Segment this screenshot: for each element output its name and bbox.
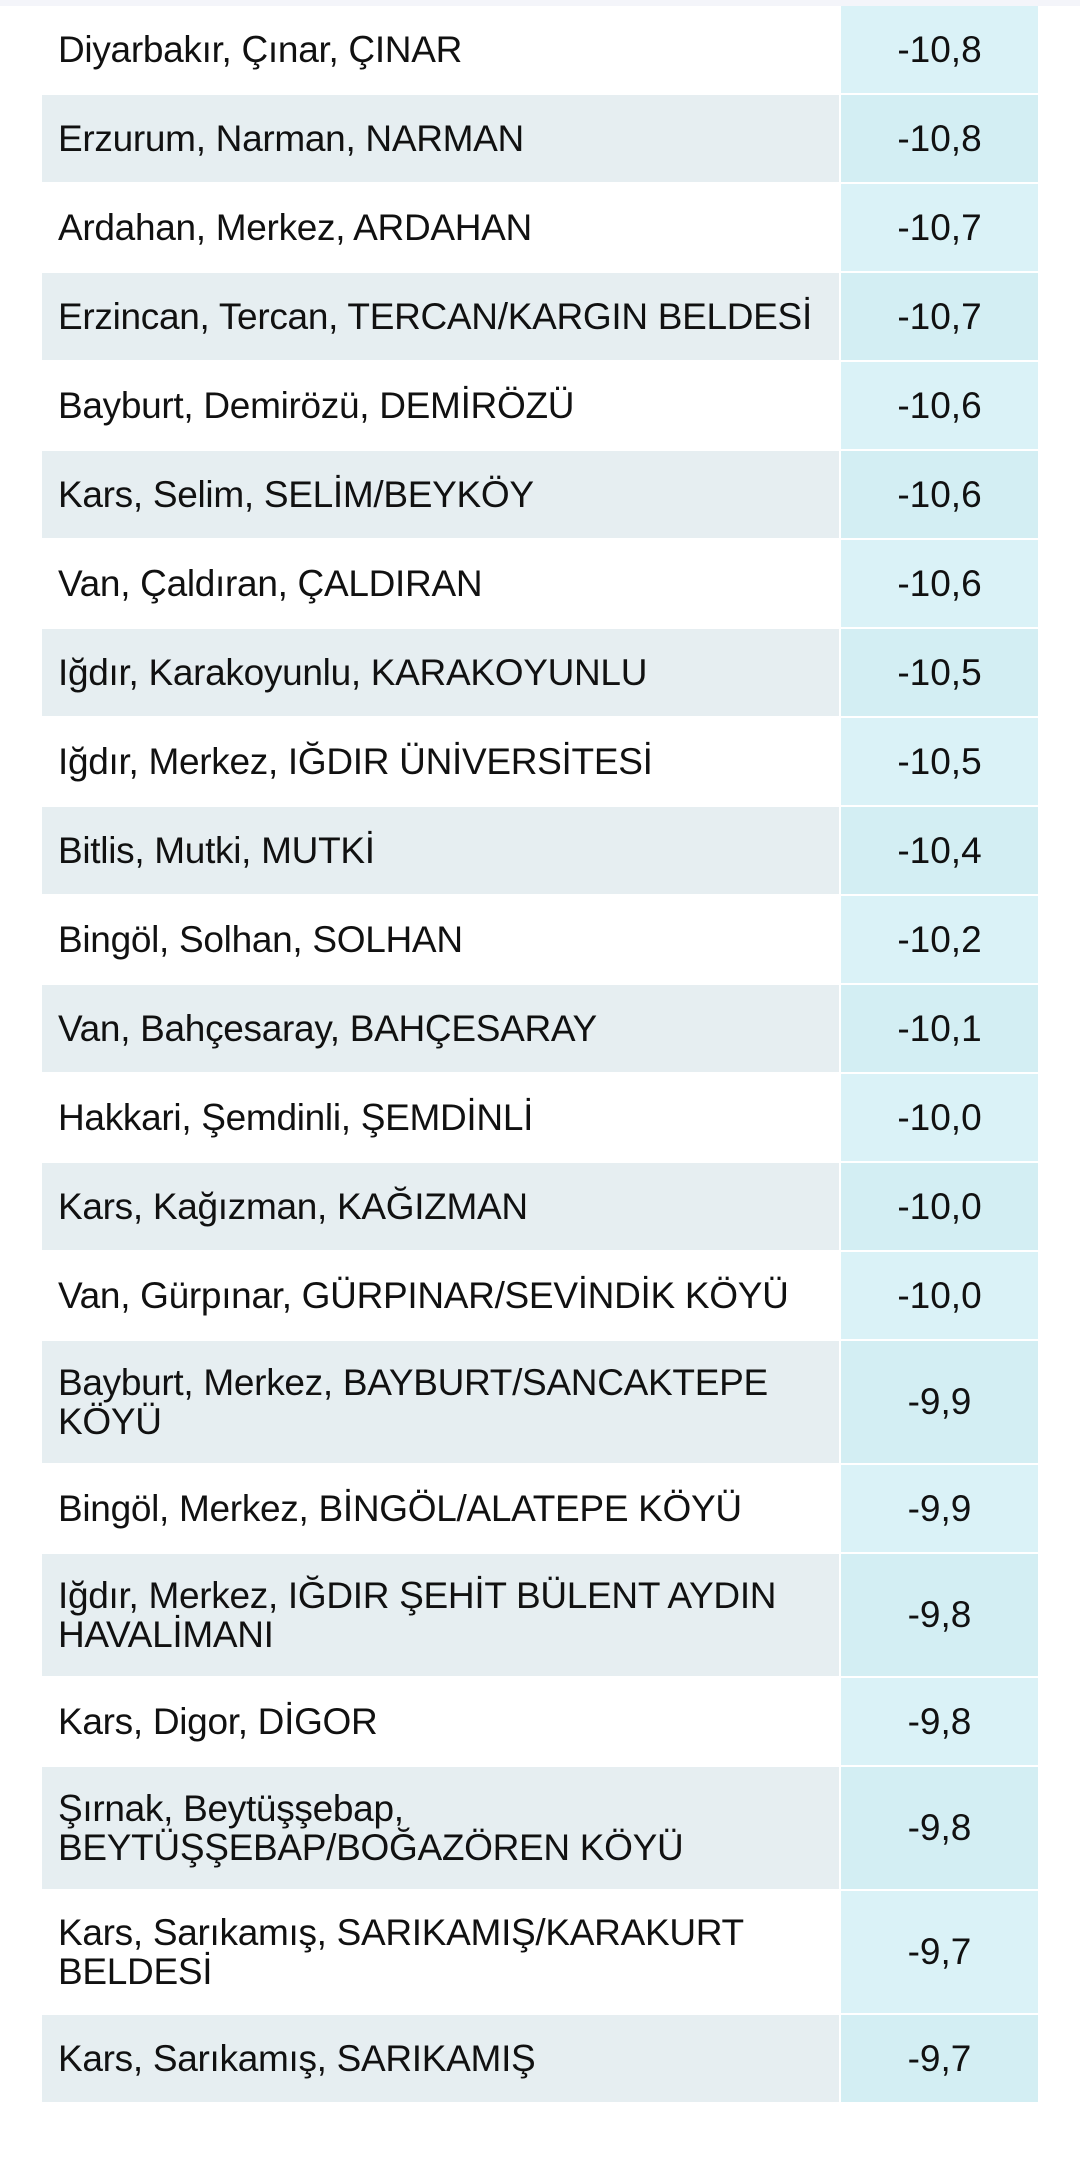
temperature-value-cell: -9,8 <box>841 1678 1038 1765</box>
table-row: Kars, Sarıkamış, SARIKAMIŞ -9,7 <box>42 2015 1038 2102</box>
table-row: Bayburt, Demirözü, DEMİRÖZÜ -10,6 <box>42 362 1038 449</box>
location-cell: Diyarbakır, Çınar, ÇINAR <box>42 6 839 93</box>
location-cell: Van, Gürpınar, GÜRPINAR/SEVİNDİK KÖYÜ <box>42 1252 839 1339</box>
table-row: Van, Çaldıran, ÇALDIRAN -10,6 <box>42 540 1038 627</box>
location-cell: Iğdır, Merkez, IĞDIR ŞEHİT BÜLENT AYDIN … <box>42 1554 839 1676</box>
temperature-value-cell: -10,0 <box>841 1074 1038 1161</box>
temperature-value-cell: -10,1 <box>841 985 1038 1072</box>
table-row: Bingöl, Solhan, SOLHAN -10,2 <box>42 896 1038 983</box>
temperature-value-cell: -10,2 <box>841 896 1038 983</box>
temperature-value-cell: -9,8 <box>841 1554 1038 1676</box>
location-cell: Iğdır, Merkez, IĞDIR ÜNİVERSİTESİ <box>42 718 839 805</box>
table-row: Kars, Digor, DİGOR -9,8 <box>42 1678 1038 1765</box>
location-cell: Erzurum, Narman, NARMAN <box>42 95 839 182</box>
temperature-value-cell: -10,7 <box>841 273 1038 360</box>
temperature-value-cell: -9,7 <box>841 2015 1038 2102</box>
table-row: Ardahan, Merkez, ARDAHAN -10,7 <box>42 184 1038 271</box>
table-row: Bayburt, Merkez, BAYBURT/SANCAKTEPE KÖYÜ… <box>42 1341 1038 1463</box>
table-row: Hakkari, Şemdinli, ŞEMDİNLİ -10,0 <box>42 1074 1038 1161</box>
temperature-value-cell: -10,8 <box>841 6 1038 93</box>
table-row: Iğdır, Karakoyunlu, KARAKOYUNLU -10,5 <box>42 629 1038 716</box>
location-cell: Bayburt, Merkez, BAYBURT/SANCAKTEPE KÖYÜ <box>42 1341 839 1463</box>
temperature-value-cell: -10,5 <box>841 629 1038 716</box>
temperature-value-cell: -10,8 <box>841 95 1038 182</box>
location-cell: Van, Bahçesaray, BAHÇESARAY <box>42 985 839 1072</box>
location-cell: Kars, Sarıkamış, SARIKAMIŞ <box>42 2015 839 2102</box>
location-cell: Şırnak, Beytüşşebap, BEYTÜŞŞEBAP/BOĞAZÖR… <box>42 1767 839 1889</box>
temperature-value-cell: -10,6 <box>841 362 1038 449</box>
temperature-value-cell: -10,5 <box>841 718 1038 805</box>
location-cell: Kars, Selim, SELİM/BEYKÖY <box>42 451 839 538</box>
top-edge <box>0 0 1080 6</box>
location-cell: Hakkari, Şemdinli, ŞEMDİNLİ <box>42 1074 839 1161</box>
table-row: Kars, Selim, SELİM/BEYKÖY -10,6 <box>42 451 1038 538</box>
location-cell: Bayburt, Demirözü, DEMİRÖZÜ <box>42 362 839 449</box>
table-row: Kars, Sarıkamış, SARIKAMIŞ/KARAKURT BELD… <box>42 1891 1038 2013</box>
location-cell: Kars, Digor, DİGOR <box>42 1678 839 1765</box>
location-cell: Iğdır, Karakoyunlu, KARAKOYUNLU <box>42 629 839 716</box>
temperature-value-cell: -10,7 <box>841 184 1038 271</box>
temperature-value-cell: -10,0 <box>841 1252 1038 1339</box>
location-cell: Kars, Kağızman, KAĞIZMAN <box>42 1163 839 1250</box>
table-row: Kars, Kağızman, KAĞIZMAN -10,0 <box>42 1163 1038 1250</box>
table-row: Erzincan, Tercan, TERCAN/KARGIN BELDESİ -… <box>42 273 1038 360</box>
temperature-value-cell: -9,7 <box>841 1891 1038 2013</box>
table-row: Erzurum, Narman, NARMAN -10,8 <box>42 95 1038 182</box>
location-cell: Bingöl, Solhan, SOLHAN <box>42 896 839 983</box>
table-row: Van, Bahçesaray, BAHÇESARAY -10,1 <box>42 985 1038 1072</box>
location-cell: Erzincan, Tercan, TERCAN/KARGIN BELDESİ <box>42 273 839 360</box>
table-row: Van, Gürpınar, GÜRPINAR/SEVİNDİK KÖYÜ -10… <box>42 1252 1038 1339</box>
temperature-value-cell: -9,9 <box>841 1465 1038 1552</box>
table-row: Şırnak, Beytüşşebap, BEYTÜŞŞEBAP/BOĞAZÖR… <box>42 1767 1038 1889</box>
table-row: Iğdır, Merkez, IĞDIR ÜNİVERSİTESİ -10,5 <box>42 718 1038 805</box>
location-cell: Kars, Sarıkamış, SARIKAMIŞ/KARAKURT BELD… <box>42 1891 839 2013</box>
temperature-value-cell: -10,0 <box>841 1163 1038 1250</box>
location-cell: Bitlis, Mutki, MUTKİ <box>42 807 839 894</box>
location-cell: Bingöl, Merkez, BİNGÖL/ALATEPE KÖYÜ <box>42 1465 839 1552</box>
location-cell: Ardahan, Merkez, ARDAHAN <box>42 184 839 271</box>
location-cell: Van, Çaldıran, ÇALDIRAN <box>42 540 839 627</box>
temperature-value-cell: -9,8 <box>841 1767 1038 1889</box>
table-row: Iğdır, Merkez, IĞDIR ŞEHİT BÜLENT AYDIN … <box>42 1554 1038 1676</box>
temperature-value-cell: -9,9 <box>841 1341 1038 1463</box>
temperature-table: Diyarbakır, Çınar, ÇINAR -10,8 Erzurum, Na… <box>42 6 1038 2104</box>
table-row: Bitlis, Mutki, MUTKİ -10,4 <box>42 807 1038 894</box>
temperature-value-cell: -10,6 <box>841 451 1038 538</box>
temperature-value-cell: -10,6 <box>841 540 1038 627</box>
table-row: Diyarbakır, Çınar, ÇINAR -10,8 <box>42 6 1038 93</box>
temperature-value-cell: -10,4 <box>841 807 1038 894</box>
table-row: Bingöl, Merkez, BİNGÖL/ALATEPE KÖYÜ -9,9 <box>42 1465 1038 1552</box>
